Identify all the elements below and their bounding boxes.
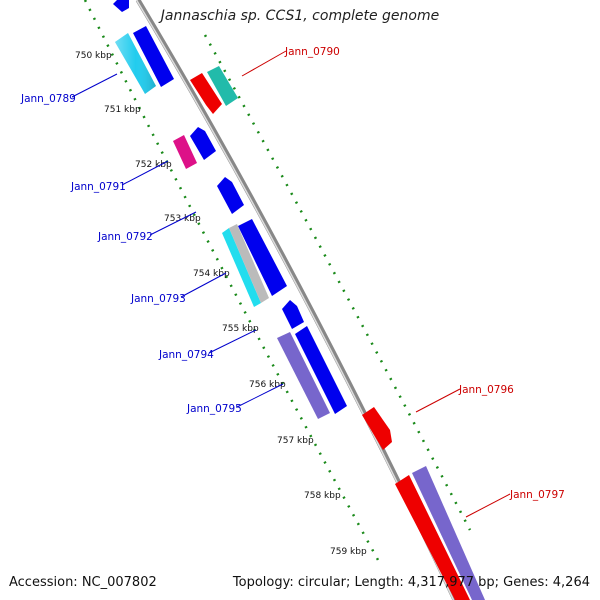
gene-arrow-jann-0791[interactable] [173, 135, 197, 169]
kbp-label: 759 kbp [330, 547, 367, 557]
gene-arrow-jann-0794[interactable] [282, 300, 304, 329]
kbp-label: 756 kbp [249, 380, 286, 390]
gene-label-jann-0796[interactable]: Jann_0796 [458, 384, 514, 396]
genome-title: Jannaschia sp. CCS1, complete genome [160, 8, 440, 24]
gene-arrow-jann-0793[interactable] [222, 228, 261, 307]
leader-line [208, 329, 257, 354]
gene-arrow[interactable] [133, 26, 174, 87]
gene-arrow-jann-0796[interactable] [362, 407, 392, 450]
gene-arrow[interactable] [229, 224, 269, 303]
gene-arrow[interactable] [190, 73, 222, 114]
leader-line [241, 50, 287, 77]
leader-line [236, 383, 284, 408]
gene-arrow-jann-0795[interactable] [277, 332, 330, 419]
gene-label-jann-0790[interactable]: Jann_0790 [284, 46, 340, 58]
label-leaders [71, 50, 511, 518]
kbp-label: 754 kbp [193, 269, 230, 279]
leader-line [415, 388, 461, 413]
gene-arrow[interactable] [207, 66, 238, 106]
gene-arrow[interactable] [190, 127, 216, 160]
gene-arrow[interactable] [295, 326, 347, 414]
gene-arrow-jann-0797[interactable] [395, 475, 470, 600]
gene-labels: Jann_0789 Jann_0791 Jann_0792 Jann_0793 … [20, 46, 565, 501]
kbp-label: 758 kbp [304, 491, 341, 501]
gene-arrow-jann-0789[interactable] [115, 33, 156, 94]
gene-label-jann-0789[interactable]: Jann_0789 [20, 93, 76, 105]
kbp-label: 750 kbp [75, 51, 112, 61]
tick-track-outer [83, 0, 380, 561]
leader-line [465, 493, 511, 518]
gene-label-jann-0792[interactable]: Jann_0792 [97, 231, 153, 243]
gene-label-jann-0797[interactable]: Jann_0797 [509, 489, 565, 501]
gene-label-jann-0793[interactable]: Jann_0793 [130, 293, 186, 305]
gene-label-jann-0794[interactable]: Jann_0794 [158, 349, 214, 361]
kbp-label: 755 kbp [222, 324, 259, 334]
leader-line [71, 73, 118, 98]
gene-arrow[interactable] [113, 0, 129, 12]
kbp-scale: 750 kbp 751 kbp 752 kbp 753 kbp 754 kbp … [75, 51, 367, 557]
kbp-label: 751 kbp [104, 105, 141, 115]
gene-arrows [113, 0, 485, 600]
leader-line [121, 160, 169, 186]
leader-line [180, 272, 227, 298]
accession-text: Accession: NC_007802 [9, 575, 157, 590]
kbp-label: 757 kbp [277, 436, 314, 446]
gene-arrow-jann-0792[interactable] [217, 177, 244, 214]
gene-label-jann-0791[interactable]: Jann_0791 [70, 181, 126, 193]
gene-label-jann-0795[interactable]: Jann_0795 [186, 403, 242, 415]
gene-arrow[interactable] [412, 466, 485, 600]
tick-track-inner [203, 34, 472, 531]
kbp-label: 752 kbp [135, 160, 172, 170]
gene-arrow[interactable] [238, 219, 287, 296]
topology-summary: Topology: circular; Length: 4,317,977 bp… [232, 575, 590, 590]
leader-line [149, 211, 197, 236]
